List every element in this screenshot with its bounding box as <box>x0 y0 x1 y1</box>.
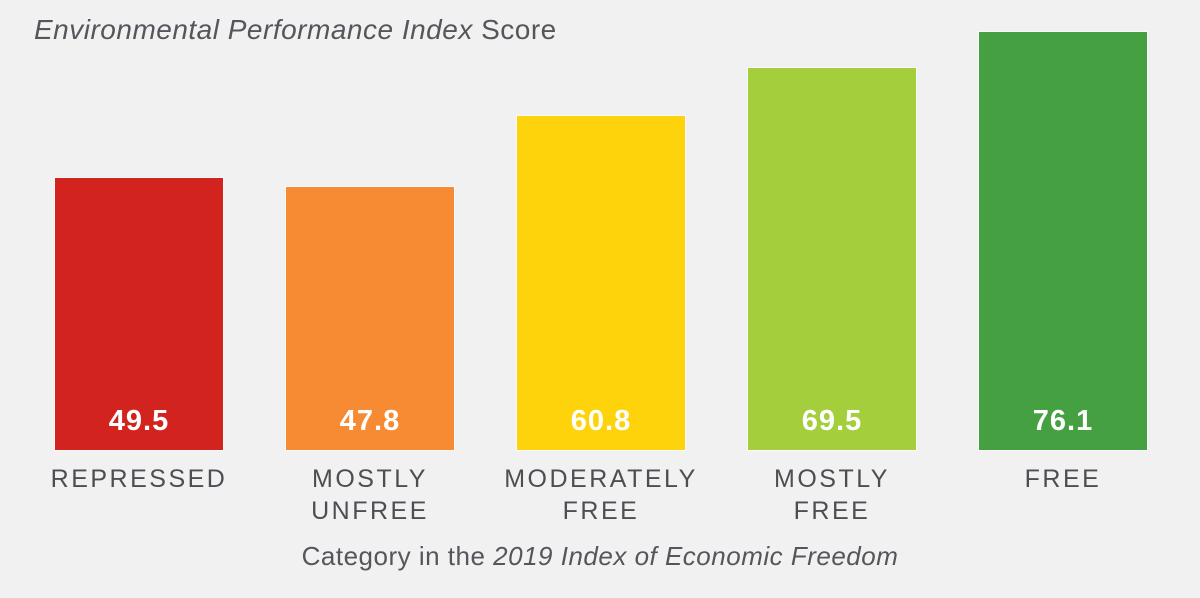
category-label-free: FREE <box>1024 465 1102 493</box>
category-label-mostly-free: MOSTLY FREE <box>774 465 890 525</box>
chart-caption-regular: Category in the <box>301 541 494 571</box>
bar-value-label-moderately-free: 60.8 <box>570 405 632 437</box>
bar-free: 76.1 <box>979 32 1147 450</box>
bar-mostly-unfree: 47.8 <box>286 187 454 450</box>
category-label-mostly-unfree: MOSTLY UNFREE <box>311 465 429 525</box>
chart-title-regular: Score <box>472 14 557 45</box>
bar-value-label-free: 76.1 <box>1032 405 1094 437</box>
bar-value-label-mostly-unfree: 47.8 <box>339 405 401 437</box>
chart-caption: Category in the 2019 Index of Economic F… <box>0 541 1200 572</box>
bar-value-label-mostly-free: 69.5 <box>801 405 863 437</box>
category-label-moderately-free: MODERATELY FREE <box>504 465 698 525</box>
bar-repressed: 49.5 <box>55 178 223 450</box>
bar-moderately-free: 60.8 <box>517 116 685 450</box>
chart-title: Environmental Performance Index Score <box>34 14 557 46</box>
chart-caption-italic: 2019 Index of Economic Freedom <box>493 541 899 571</box>
category-label-repressed: REPRESSED <box>50 465 228 493</box>
bar-value-label-repressed: 49.5 <box>108 405 170 437</box>
bar-mostly-free: 69.5 <box>748 68 916 450</box>
chart-title-italic: Environmental Performance Index <box>34 14 473 45</box>
